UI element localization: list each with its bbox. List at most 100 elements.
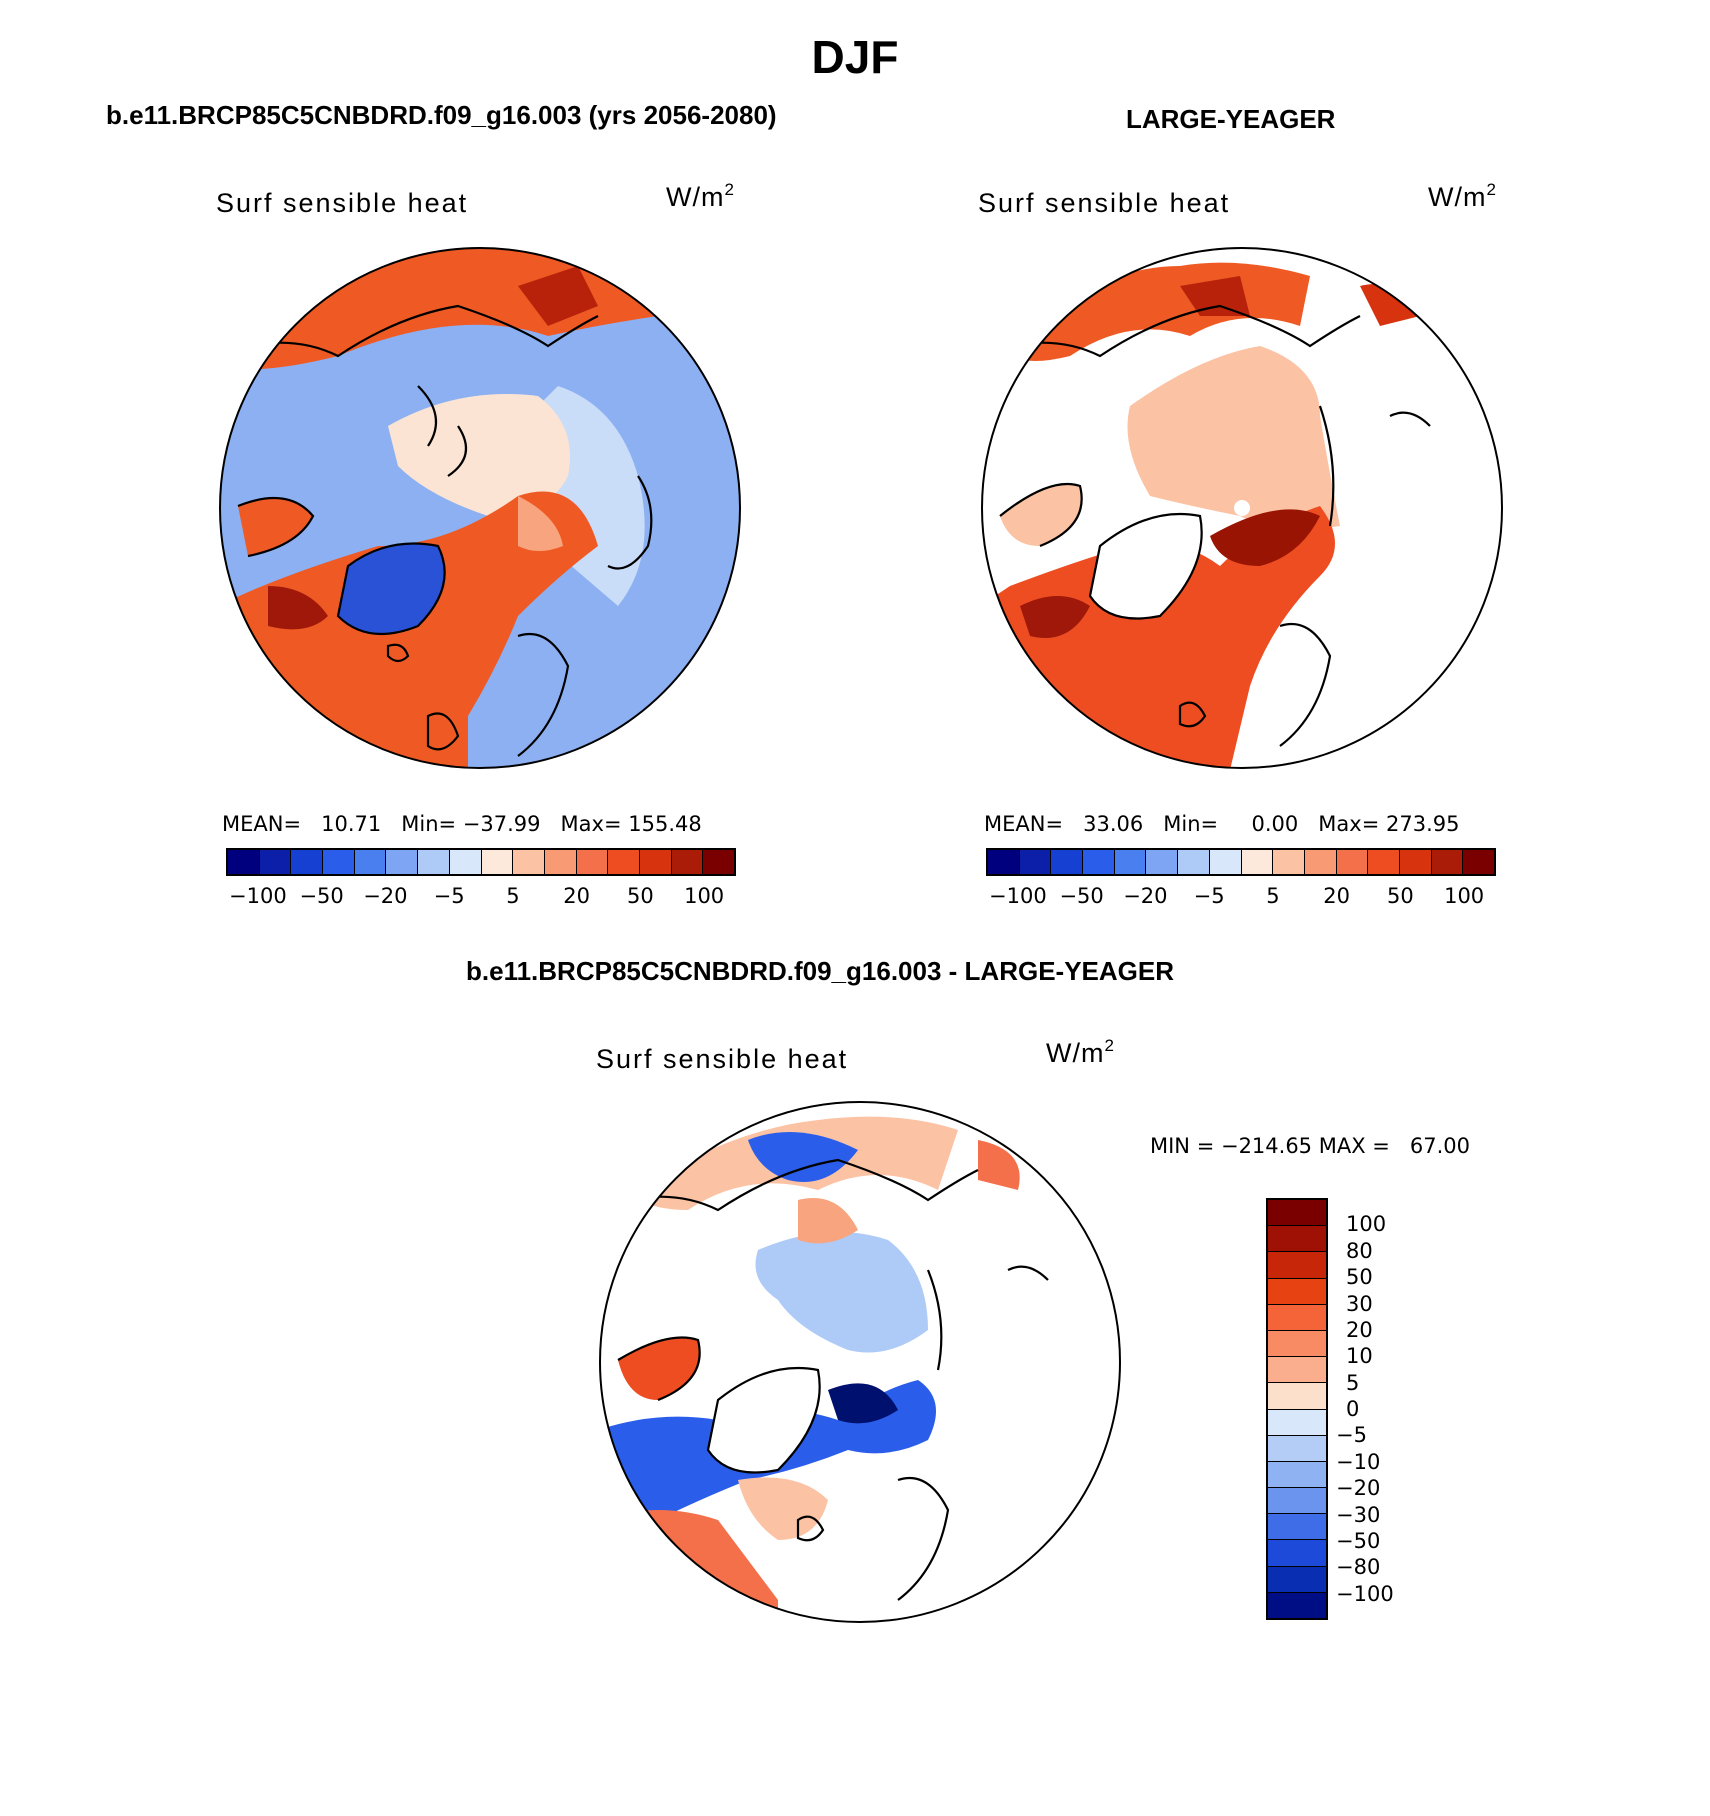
panel3-colorbar-swatch xyxy=(1268,1461,1326,1489)
panel1-colorbar-swatch xyxy=(481,850,514,874)
panel2-colorbar-tick-label: −50 xyxy=(1059,884,1104,908)
panel1-colorbar-swatch xyxy=(354,850,387,874)
panel1-colorbar xyxy=(226,848,736,876)
panel3-colorbar-swatch xyxy=(1268,1409,1326,1436)
panel3-colorbar-swatch xyxy=(1268,1514,1326,1541)
panel2-arctic-region xyxy=(1127,346,1340,530)
panel2-colorbar-swatch xyxy=(1114,850,1147,874)
panel2-colorbar-swatch xyxy=(1273,850,1305,874)
panel2-colorbar-swatch xyxy=(1368,850,1400,874)
panel3-colorbar-tick-label: 50 xyxy=(1346,1265,1373,1290)
panel3-colorbar-swatch xyxy=(1268,1435,1326,1462)
panel3-colorbar-tick-label: 10 xyxy=(1346,1344,1373,1369)
panel1-colorbar-swatch xyxy=(449,850,482,874)
panel2-colorbar-tick-label: 100 xyxy=(1444,884,1485,908)
panel3-alaska-warm xyxy=(618,1337,700,1400)
panel3-colorbar-swatch xyxy=(1268,1252,1326,1279)
panel2-colorbar-tick-label: −5 xyxy=(1193,884,1225,908)
panel2-colorbar-swatch xyxy=(988,850,1020,874)
panel1-colorbar-tick-label: −20 xyxy=(363,884,408,908)
panel1-colorbar-tick-label: −100 xyxy=(229,884,287,908)
panel1-arctic-region xyxy=(388,394,570,516)
figure-title: DJF xyxy=(811,31,899,83)
panel2-polar-map xyxy=(981,247,1503,769)
panel3-colorbar-swatch xyxy=(1268,1488,1326,1515)
panel2-colorbar-swatch xyxy=(1336,850,1369,874)
panel3-colorbar-tick-label: −10 xyxy=(1336,1449,1381,1474)
panel3-colorbar-swatch xyxy=(1268,1304,1326,1331)
panel1-colorbar-tick-label: −5 xyxy=(433,884,465,908)
panel1-plot-title: Surf sensible heat xyxy=(216,188,469,218)
panel2-greenland-land xyxy=(1090,514,1202,619)
panel3-colorbar-swatch xyxy=(1268,1278,1326,1305)
panel3-arctic-region xyxy=(755,1232,928,1353)
panel3-colorbar-swatch xyxy=(1268,1540,1326,1567)
panel2-colorbar-swatch xyxy=(1146,850,1179,874)
panel3-colorbar xyxy=(1266,1198,1328,1620)
panel1-colorbar-swatch xyxy=(671,850,704,874)
panel1-polar-map xyxy=(219,247,741,769)
panel1-colorbar-tick-label: 5 xyxy=(506,884,520,908)
panel2-colorbar-tick-label: 50 xyxy=(1387,884,1414,908)
panel3-polar-map xyxy=(599,1101,1121,1623)
panel3-colorbar-tick-label: 100 xyxy=(1346,1212,1387,1237)
panel3-colorbar-tick-label: −80 xyxy=(1336,1555,1381,1580)
panel2-colorbar xyxy=(986,848,1496,876)
panel3-units: W/m2 xyxy=(1046,1036,1115,1068)
panel2-colorbar-swatch xyxy=(1241,850,1274,874)
panel3-colorbar-tick-label: −20 xyxy=(1336,1476,1381,1501)
panel3-colorbar-swatch xyxy=(1268,1357,1326,1384)
panel1-colorbar-labels: −100 −50 −20 −5 5 20 50 100 xyxy=(226,884,736,910)
panel3-greenland-land xyxy=(708,1368,820,1473)
panel1-greenland-blue xyxy=(338,543,445,634)
panel1-colorbar-tick-label: 100 xyxy=(684,884,725,908)
panel3-colorbar-tick-label: −50 xyxy=(1336,1528,1381,1553)
panel3-colorbar-tick-label: 80 xyxy=(1346,1238,1373,1263)
panel2-plot-title: Surf sensible heat xyxy=(978,188,1231,218)
panel1-colorbar-swatch xyxy=(639,850,672,874)
panel2-colorbar-tick-label: −20 xyxy=(1123,884,1168,908)
panel1-colorbar-swatch xyxy=(259,850,292,874)
panel1-colorbar-swatch xyxy=(291,850,324,874)
panel1-case-title: b.e11.BRCP85C5CNBDRD.f09_g16.003 (yrs 20… xyxy=(106,100,777,130)
panel3-stats: MIN = −214.65 MAX = 67.00 xyxy=(1150,1134,1471,1158)
panel1-colorbar-swatch xyxy=(544,850,577,874)
panel3-colorbar-tick-label: −100 xyxy=(1336,1581,1394,1606)
panel1-atlantic-warm xyxy=(220,491,598,768)
panel2-case-title: LARGE-YEAGER xyxy=(1126,104,1336,134)
panel2-colorbar-tick-label: 20 xyxy=(1323,884,1350,908)
panel2-colorbar-swatch xyxy=(1083,850,1115,874)
panel1-colorbar-swatch xyxy=(608,850,640,874)
panel1-colorbar-swatch xyxy=(576,850,609,874)
panel3-colorbar-swatch xyxy=(1268,1566,1326,1593)
panel2-colorbar-tick-label: −100 xyxy=(989,884,1047,908)
panel3-colorbar-tick-label: 20 xyxy=(1346,1317,1373,1342)
panel3-colorbar-tick-label: −5 xyxy=(1336,1423,1367,1448)
panel2-colorbar-labels: −100 −50 −20 −5 5 20 50 100 xyxy=(986,884,1496,910)
panel3-colorbar-swatch xyxy=(1268,1226,1326,1253)
panel1-colorbar-swatch xyxy=(703,850,734,874)
panel1-colorbar-swatch xyxy=(513,850,545,874)
panel3-colorbar-swatch xyxy=(1268,1200,1326,1227)
panel3-colorbar-tick-label: −30 xyxy=(1336,1502,1381,1527)
panel1-colorbar-tick-label: 50 xyxy=(627,884,654,908)
panel2-colorbar-swatch xyxy=(1209,850,1242,874)
panel2-colorbar-swatch xyxy=(1178,850,1210,874)
panel2-colorbar-swatch xyxy=(1019,850,1052,874)
panel2-units: W/m2 xyxy=(1428,180,1497,212)
panel2-colorbar-swatch xyxy=(1431,850,1464,874)
panel1-colorbar-tick-label: 20 xyxy=(563,884,590,908)
panel2-colorbar-tick-label: 5 xyxy=(1266,884,1280,908)
panel2-pole-marker xyxy=(1234,500,1250,516)
panel3-colorbar-tick-label: 5 xyxy=(1346,1370,1360,1395)
panel3-colorbar-swatch xyxy=(1268,1592,1326,1618)
panel3-colorbar-swatch xyxy=(1268,1383,1326,1410)
panel3-plot-title: Surf sensible heat xyxy=(596,1044,849,1074)
panel2-stats: MEAN= 33.06 Min= 0.00 Max= 273.95 xyxy=(984,812,1460,836)
panel2-colorbar-swatch xyxy=(1051,850,1084,874)
panel1-units: W/m2 xyxy=(666,180,735,212)
panel3-colorbar-tick-label: 0 xyxy=(1346,1397,1360,1421)
panel1-colorbar-tick-label: −50 xyxy=(299,884,344,908)
panel3-pole-marker xyxy=(852,1354,868,1370)
panel3-case-title: b.e11.BRCP85C5CNBDRD.f09_g16.003 - LARGE… xyxy=(466,956,1174,986)
